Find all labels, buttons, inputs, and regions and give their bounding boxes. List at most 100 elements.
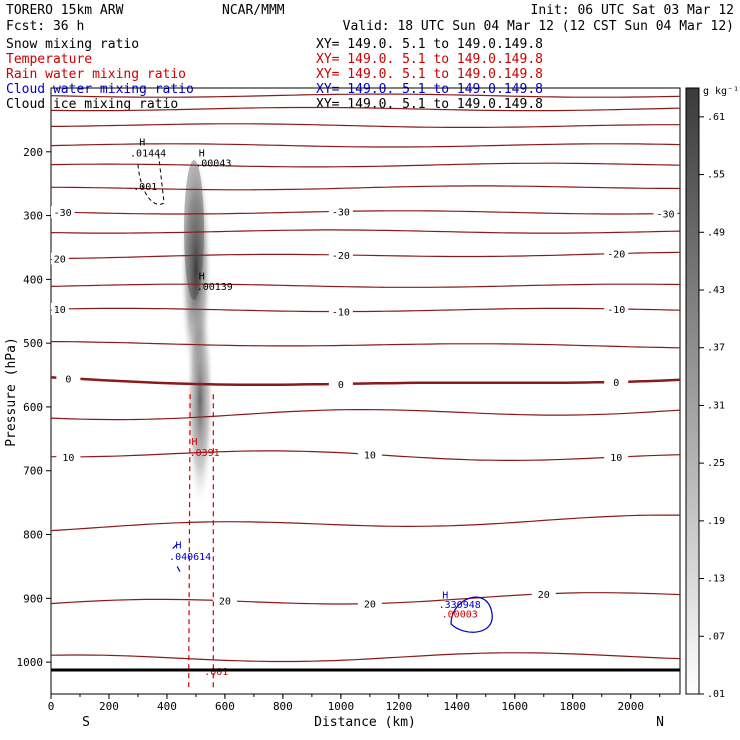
snow-contour	[137, 151, 165, 205]
annotation-label: .01444	[130, 148, 166, 159]
annotation-label: H	[191, 437, 197, 448]
y-tick-label: 200	[23, 146, 43, 159]
isotherm-label: -10	[607, 305, 625, 316]
isotherm-label: 20	[538, 590, 550, 601]
colorbar-tick-label: .19	[707, 516, 725, 527]
isotherm-line	[51, 229, 680, 234]
isotherm-label: -30	[332, 207, 350, 218]
annotation-label: .040614	[169, 552, 211, 563]
legend-cloud-ice: Cloud ice mixing ratio	[6, 97, 178, 112]
isotherm-label-bg	[357, 597, 382, 610]
colorbar: g kg⁻¹ .61 .55 .49 .43 .37 .31 .25 .19 .13 .07 .01	[685, 86, 739, 700]
x-tick-label: 600	[215, 700, 235, 713]
isotherm-label-bg	[604, 247, 629, 260]
annotation-label: H	[176, 541, 182, 552]
isotherm-label-bg	[328, 205, 353, 218]
isotherm-label: -30	[656, 210, 674, 221]
annotation-label: H	[442, 590, 448, 601]
isotherm-label-bg	[328, 248, 353, 261]
isotherm-label-bg	[51, 303, 69, 316]
y-tick-label: 700	[23, 465, 43, 478]
isotherm-label: -10	[332, 308, 350, 319]
isotherm-label-bg	[328, 377, 353, 390]
x-tick-label: 1200	[386, 700, 413, 713]
legend-rain-xy: XY= 149.0. 5.1 to 149.0.149.8	[316, 67, 543, 82]
legend-temperature-xy: XY= 149.0. 5.1 to 149.0.149.8	[316, 52, 543, 67]
isotherm-label: 0	[613, 378, 619, 389]
model-title: TORERO 15km ARW	[6, 3, 124, 18]
isotherm-label: 0	[65, 374, 71, 385]
annotation-label: .001	[204, 667, 228, 678]
y-tick-label: 1000	[17, 656, 44, 669]
x-axis: 0 200 400 600 800 1000 1200 1400 1600 1800 2000	[48, 694, 661, 713]
isotherm-line	[51, 123, 680, 128]
legend-temperature: Temperature	[6, 52, 92, 67]
annotation-label: .00043	[195, 158, 231, 169]
colorbar-tick-label: .37	[707, 343, 725, 354]
y-tick-label: 300	[23, 210, 43, 223]
x-tick-label: 800	[273, 700, 293, 713]
plot-frame	[50, 87, 681, 695]
annotation-label: H	[199, 271, 205, 282]
north-label: N	[656, 715, 664, 730]
y-tick-label: 500	[23, 337, 43, 350]
feature-group: H.01444 H.00043.001H.00139H.0391H.040614H…	[130, 137, 493, 688]
colorbar-gradient	[685, 87, 700, 695]
isotherm-label: -20	[48, 255, 66, 266]
isotherm-label-bg	[328, 305, 353, 318]
isotherm-line	[51, 514, 680, 532]
y-axis: 200 300 400 500 600 700 800 900 1000	[17, 146, 51, 669]
legend-cloud-water-xy: XY= 149.0. 5.1 to 149.0.149.8	[316, 82, 543, 97]
forecast-hour: Fcst: 36 h	[6, 19, 84, 34]
isotherm-label: -20	[332, 251, 350, 262]
south-label: S	[82, 715, 90, 730]
isotherm-label: 0	[338, 380, 344, 391]
legend-rain: Rain water mixing ratio	[6, 67, 186, 82]
colorbar-tick-label: .07	[707, 631, 725, 642]
isotherm-label-bg	[51, 206, 75, 219]
colorbar-tick-label: .55	[707, 170, 725, 181]
rain-contour	[188, 394, 191, 688]
colorbar-unit: g kg⁻¹	[703, 86, 739, 97]
y-axis-label: Pressure (hPa)	[4, 337, 19, 447]
isotherm-label: 20	[219, 597, 231, 608]
isotherm-label: -30	[54, 208, 72, 219]
y-tick-label: 800	[23, 529, 43, 542]
x-tick-label: 400	[157, 700, 177, 713]
annotation-label: .0391	[190, 448, 220, 459]
isotherm-label-bg	[604, 302, 629, 315]
legend-snow-xy: XY= 149.0. 5.1 to 149.0.149.8	[316, 37, 543, 52]
isotherm-line	[51, 376, 680, 387]
isotherm-label-bg	[212, 594, 237, 607]
isotherm-line	[51, 341, 680, 349]
x-tick-label: 2000	[617, 700, 644, 713]
x-tick-label: 1800	[560, 700, 587, 713]
legend-snow: Snow mixing ratio	[6, 37, 139, 52]
isotherm-line	[51, 251, 680, 260]
isotherm-label: 20	[364, 600, 376, 611]
legend: Snow mixing ratio XY= 149.0. 5.1 to 149.…	[6, 37, 543, 112]
isotherm-label-bg	[604, 375, 629, 388]
isotherm-line	[51, 307, 680, 313]
isotherm-label: -20	[607, 250, 625, 261]
y-tick-label: 400	[23, 273, 43, 286]
colorbar-tick-label: .25	[707, 458, 725, 469]
isotherm-line	[51, 185, 680, 191]
init-time: Init: 06 UTC Sat 03 Mar 12	[531, 3, 735, 18]
isotherm-label-bg	[604, 451, 629, 464]
colorbar-tick-label: .01	[707, 689, 725, 700]
isotherm-label: 10	[364, 450, 376, 461]
legend-cloud-water: Cloud water mixing ratio	[6, 82, 194, 97]
colorbar-tick-label: .43	[707, 285, 725, 296]
isotherm-label-bg	[531, 587, 556, 600]
annotation-label: .001	[133, 182, 157, 193]
isotherm-line	[51, 106, 680, 112]
x-axis-label: Distance (km)	[314, 715, 416, 730]
x-tick-label: 200	[99, 700, 119, 713]
x-tick-label: 1000	[328, 700, 355, 713]
isotherm-label: 10	[62, 453, 74, 464]
valid-time: Valid: 18 UTC Sun 04 Mar 12 (12 CST Sun …	[343, 19, 734, 34]
annotation-label: .00139	[197, 282, 233, 293]
isotherm-line	[51, 162, 680, 168]
